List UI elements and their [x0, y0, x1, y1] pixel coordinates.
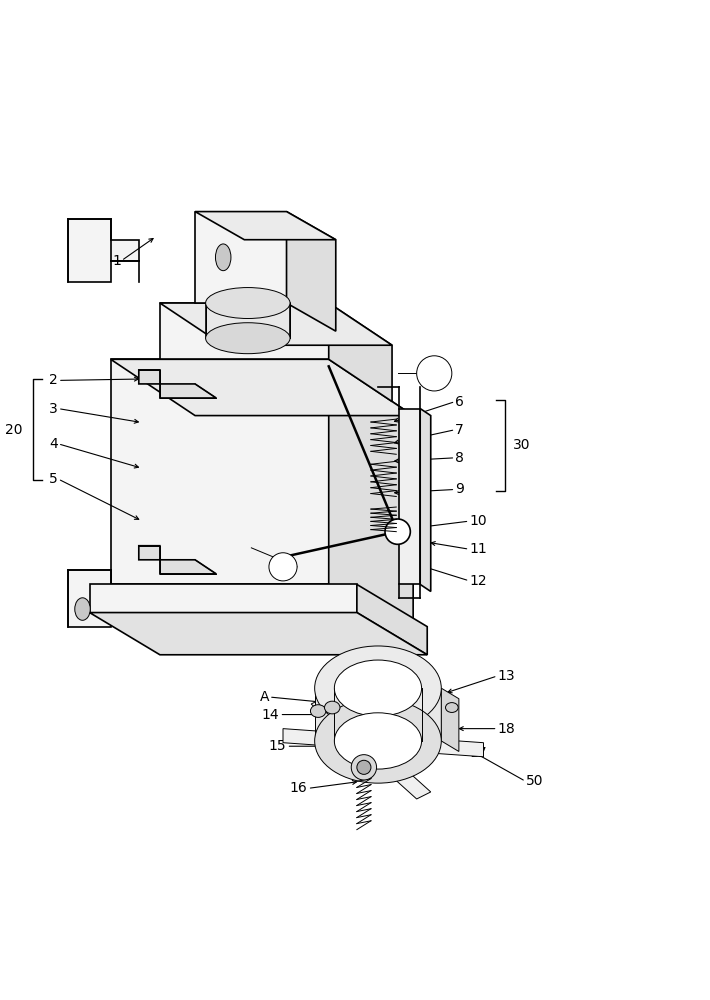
Polygon shape: [283, 729, 484, 757]
Polygon shape: [287, 212, 336, 331]
Text: 2: 2: [49, 373, 58, 387]
Polygon shape: [68, 570, 138, 627]
Polygon shape: [89, 613, 427, 655]
Text: 8: 8: [455, 451, 464, 465]
Polygon shape: [68, 219, 138, 282]
Text: 4: 4: [49, 437, 58, 451]
Text: 6: 6: [455, 395, 464, 409]
Polygon shape: [195, 212, 336, 240]
Ellipse shape: [334, 713, 422, 769]
Polygon shape: [442, 688, 459, 751]
Ellipse shape: [315, 646, 442, 730]
Polygon shape: [89, 584, 357, 613]
Text: 7: 7: [455, 423, 464, 437]
Ellipse shape: [351, 755, 376, 780]
Text: 5: 5: [49, 472, 58, 486]
Ellipse shape: [357, 760, 371, 774]
Text: 30: 30: [513, 438, 530, 452]
Text: 1: 1: [112, 254, 121, 268]
Text: 10: 10: [469, 514, 487, 528]
Text: 14: 14: [262, 708, 280, 722]
Polygon shape: [357, 584, 427, 655]
Ellipse shape: [417, 356, 452, 391]
Ellipse shape: [334, 660, 422, 716]
Polygon shape: [311, 697, 431, 799]
Text: 11: 11: [469, 542, 487, 556]
Polygon shape: [315, 688, 442, 741]
Polygon shape: [420, 409, 431, 591]
Polygon shape: [329, 303, 392, 402]
Text: 18: 18: [498, 722, 515, 736]
Ellipse shape: [206, 288, 290, 319]
Polygon shape: [206, 303, 290, 338]
Text: 12: 12: [469, 574, 487, 588]
Ellipse shape: [206, 323, 290, 354]
Ellipse shape: [385, 519, 410, 544]
Polygon shape: [195, 212, 287, 303]
Text: 17: 17: [469, 746, 487, 760]
Polygon shape: [138, 546, 216, 574]
Text: 50: 50: [525, 774, 543, 788]
Text: 13: 13: [498, 669, 515, 683]
Polygon shape: [111, 359, 413, 416]
Ellipse shape: [269, 553, 297, 581]
Ellipse shape: [445, 703, 458, 712]
Text: 3: 3: [49, 402, 58, 416]
Ellipse shape: [315, 699, 442, 783]
Polygon shape: [160, 303, 392, 345]
Text: A: A: [259, 690, 269, 704]
Text: 15: 15: [269, 739, 287, 753]
Text: 16: 16: [290, 781, 307, 795]
Ellipse shape: [310, 705, 326, 717]
Polygon shape: [329, 359, 413, 641]
Text: 20: 20: [5, 423, 23, 437]
Ellipse shape: [324, 701, 340, 714]
Polygon shape: [138, 370, 216, 398]
Ellipse shape: [75, 598, 90, 620]
Ellipse shape: [215, 244, 231, 271]
Polygon shape: [160, 303, 329, 359]
Polygon shape: [399, 409, 420, 584]
Text: 9: 9: [455, 482, 464, 496]
Polygon shape: [111, 359, 329, 584]
